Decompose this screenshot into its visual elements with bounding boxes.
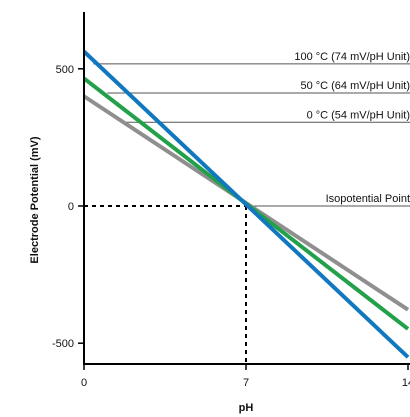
annotation-label-2: 0 °C (54 mV/pH Unit) [307,109,410,121]
series-lines [82,50,410,359]
tick-labels: 500 0 -500 0 7 14 [52,64,410,389]
x-tick-label-2: 14 [402,377,410,389]
annotation-labels: 100 °C (74 mV/pH Unit) 50 °C (64 mV/pH Un… [294,51,410,205]
y-tick-label-2: -500 [52,338,74,350]
isopotential-guides [84,205,247,364]
x-axis-label: pH [239,402,254,414]
y-axis-label: Electrode Potential (mV) [29,136,41,263]
annotation-label-3: Isopotential Point [326,193,410,205]
annotation-label-1: 50 °C (64 mV/pH Unit) [300,80,410,92]
y-tick-label-0: 500 [56,64,74,76]
x-tick-label-0: 0 [81,377,87,389]
annotation-label-0: 100 °C (74 mV/pH Unit) [294,51,410,63]
y-tick-label-1: 0 [68,201,74,213]
axes [78,12,410,370]
annotation-lines [93,63,410,207]
x-tick-label-1: 7 [243,377,249,389]
series-line-2 [82,50,410,359]
